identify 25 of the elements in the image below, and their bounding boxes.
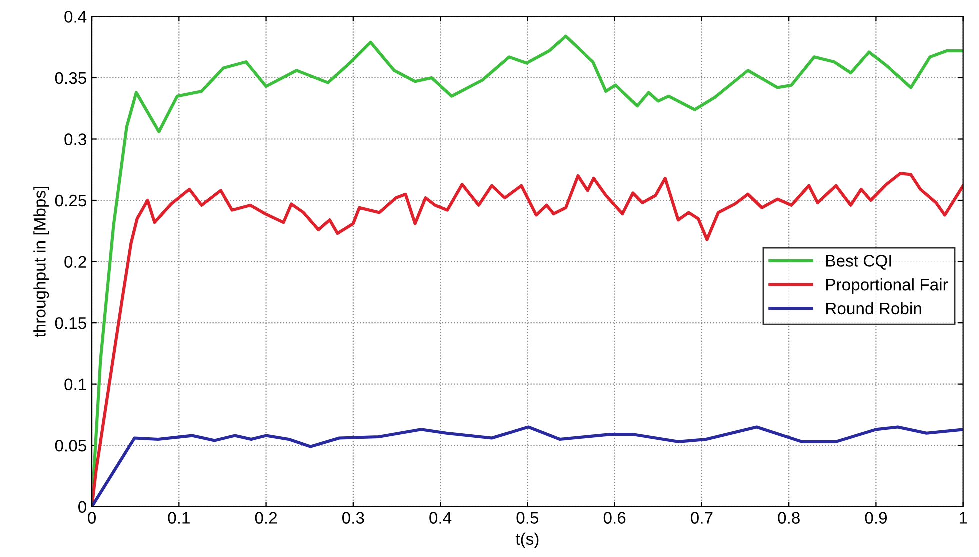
x-tick-label: 0.5 bbox=[516, 512, 539, 524]
x-tick-label: 0.7 bbox=[691, 512, 713, 524]
x-tick-label: 0.6 bbox=[604, 512, 626, 524]
y-tick-label: 0.05 bbox=[55, 440, 86, 452]
y-tick-label: 0.1 bbox=[64, 378, 86, 391]
x-tick-label: 0.8 bbox=[778, 512, 800, 524]
x-tick-label: 0.4 bbox=[430, 512, 452, 524]
y-tick-label: 0.35 bbox=[55, 72, 86, 84]
y-tick-label: 0.2 bbox=[64, 256, 86, 268]
x-tick-label: 0.1 bbox=[168, 512, 190, 524]
legend-label: Best CQI bbox=[826, 255, 892, 270]
y-tick-label: 0.3 bbox=[64, 134, 86, 146]
y-tick-label: 0 bbox=[78, 501, 87, 514]
y-tick-label: 0.25 bbox=[55, 194, 86, 207]
y-tick-label: 0.15 bbox=[55, 317, 86, 330]
x-tick-label: 0 bbox=[88, 512, 96, 524]
x-tick-label: 0.9 bbox=[865, 512, 887, 524]
legend-label: Round Robin bbox=[826, 302, 922, 315]
y-tick-label: 0.4 bbox=[64, 11, 87, 23]
x-tick-label: 0.3 bbox=[342, 512, 364, 524]
y-axis-title: throughput in [Mbps] bbox=[34, 187, 50, 338]
x-tick-label: 0.2 bbox=[255, 512, 278, 524]
x-axis-title: t(s) bbox=[516, 532, 539, 548]
x-tick-label: 1 bbox=[960, 512, 968, 524]
legend-label: Proportional Fair bbox=[826, 278, 948, 294]
